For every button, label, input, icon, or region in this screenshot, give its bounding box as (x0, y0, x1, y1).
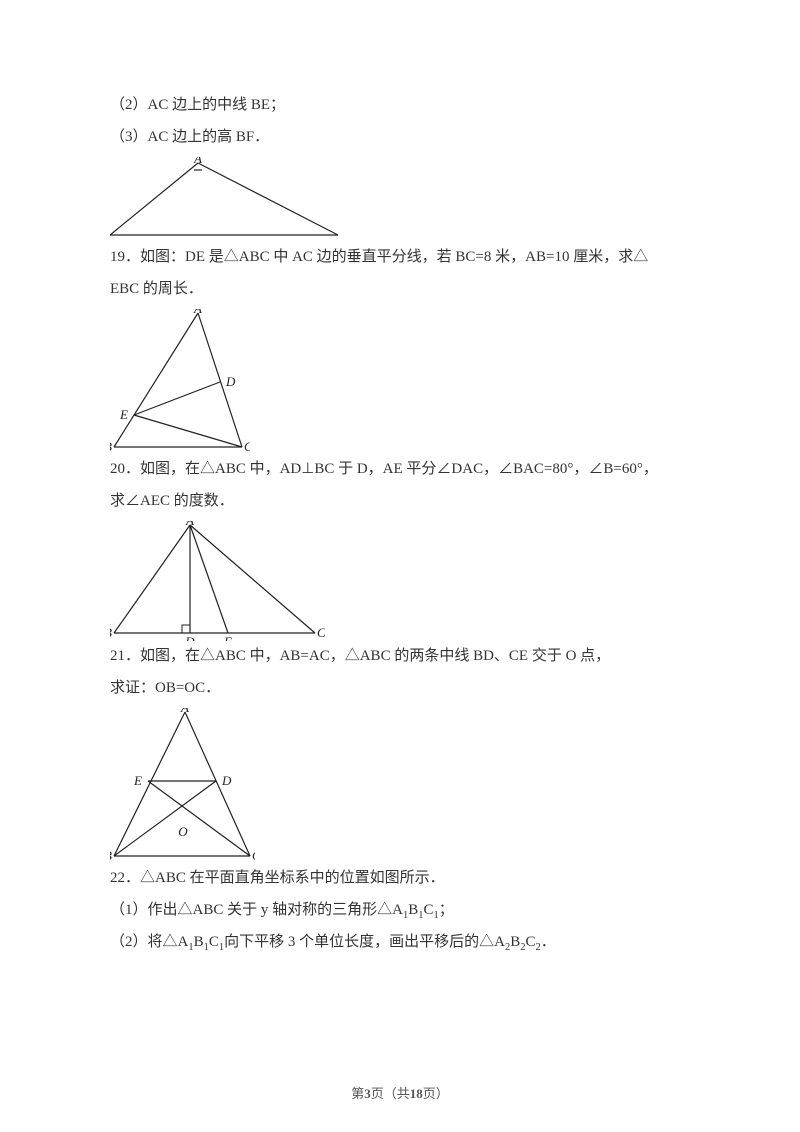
svg-text:A: A (193, 309, 202, 316)
svg-text:C: C (244, 439, 250, 454)
svg-text:E: E (223, 634, 232, 641)
svg-text:A: A (185, 521, 194, 528)
q20-line2: 求∠AEC 的度数． (110, 486, 690, 518)
svg-text:A: A (180, 708, 189, 715)
svg-text:B: B (110, 848, 112, 863)
svg-text:A: A (193, 157, 202, 166)
figure-3: A B C D E (110, 521, 690, 641)
page-footer: 第3页（共18页） (0, 1080, 800, 1107)
line-2: （2）AC 边上的中线 BE； (110, 90, 690, 122)
svg-text:B: B (110, 439, 112, 454)
svg-text:O: O (178, 824, 188, 839)
line-3: （3）AC 边上的高 BF． (110, 122, 690, 154)
svg-text:B: B (110, 625, 112, 640)
svg-text:C: C (317, 625, 325, 640)
q21-line2: 求证：OB=OC． (110, 673, 690, 705)
q20-line1: 20．如图，在△ABC 中，AD⊥BC 于 D，AE 平分∠DAC，∠BAC=8… (110, 454, 690, 486)
svg-text:D: D (225, 374, 236, 389)
figure-4: A B C D E O (110, 708, 690, 863)
q19-line1: 19．如图：DE 是△ABC 中 AC 边的垂直平分线，若 BC=8 米，AB=… (110, 242, 690, 274)
svg-text:D: D (221, 773, 232, 788)
q22-line1: 22．△ABC 在平面直角坐标系中的位置如图所示． (110, 863, 690, 895)
svg-text:C: C (252, 848, 255, 863)
q21-line1: 21．如图，在△ABC 中，AB=AC，△ABC 的两条中线 BD、CE 交于 … (110, 641, 690, 673)
q22-b: （2）将△A1B1C1向下平移 3 个单位长度，画出平移后的△A2B2C2． (110, 927, 690, 959)
svg-text:E: E (119, 407, 128, 422)
q22-a: （1）作出△ABC 关于 y 轴对称的三角形△A1B1C1； (110, 895, 690, 927)
figure-2: A B C D E (110, 309, 690, 454)
figure-1: ABC (110, 157, 690, 242)
svg-text:E: E (133, 773, 142, 788)
q19-line2: EBC 的周长． (110, 274, 690, 306)
svg-text:D: D (184, 634, 195, 641)
